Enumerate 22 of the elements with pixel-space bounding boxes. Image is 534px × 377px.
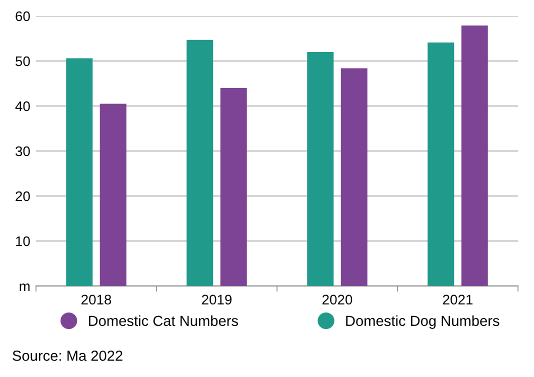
bar	[186, 40, 214, 286]
source-note: Source: Ma 2022	[12, 350, 122, 361]
y-tick-label: 10	[16, 236, 30, 246]
y-tick-label: 30	[16, 146, 30, 156]
legend-label: Domestic Cat Numbers	[88, 315, 238, 326]
x-tick-label: 2020	[322, 294, 352, 305]
x-tick-label: 2019	[202, 294, 232, 305]
bar	[100, 104, 126, 286]
y-tick-label: m	[20, 284, 30, 292]
legend-label: Domestic Dog Numbers	[346, 315, 500, 329]
bar	[220, 88, 247, 286]
x-tick-label: 2021	[443, 294, 473, 305]
bar	[461, 25, 488, 286]
y-tick-label: 50	[16, 56, 30, 66]
y-tick-label: 40	[15, 101, 30, 112]
y-tick-label: 20	[16, 191, 30, 202]
x-tick-label: 2018	[82, 294, 112, 305]
bar	[428, 42, 454, 286]
bar	[307, 52, 334, 286]
y-tick-label: 60	[16, 11, 30, 22]
bar	[340, 68, 368, 286]
bar	[66, 58, 93, 286]
